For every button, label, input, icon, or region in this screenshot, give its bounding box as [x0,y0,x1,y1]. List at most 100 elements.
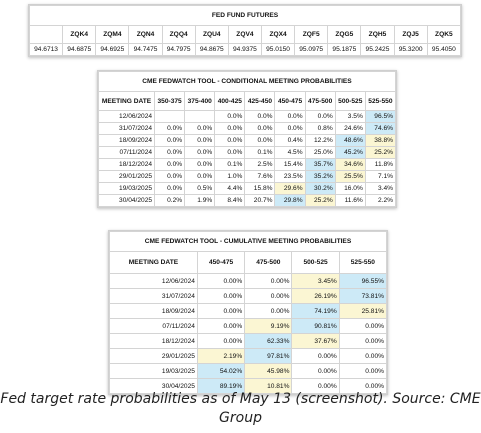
probability-cell: 0.5% [184,182,216,195]
probability-cell: 96.55% [338,273,388,289]
probability-cell: 4.4% [214,182,246,195]
futures-value-cell: 95.2425 [360,43,395,56]
probability-cell: 0.1% [214,158,246,171]
probability-cell: 96.5% [364,110,397,123]
table-row: 18/09/2024 0.00% 0.00% 74.19% 25.81% [109,303,388,319]
probability-cell: 25.5% [334,170,366,183]
probability-cell: 0.0% [244,122,276,135]
probability-cell: 25.2% [364,146,397,159]
futures-value-cell: 95.3200 [393,43,428,56]
probability-cell: 35.2% [304,170,336,183]
probability-cell: 0.00% [196,273,246,289]
conditional-probabilities-panel: CME FEDWATCH TOOL - CONDITIONAL MEETING … [97,70,397,208]
futures-value-cell: 94.9375 [227,43,262,56]
probability-cell: 34.6% [334,158,366,171]
probability-cell: 3.45% [291,273,340,289]
probability-cell: 0.0% [184,134,216,147]
probability-cell: 74.19% [291,303,340,319]
probability-cell: 0.00% [338,363,388,379]
meeting-date-cell: 12/06/2024 [109,273,198,289]
probability-cell: 0.00% [196,303,246,319]
probability-cell: 15.8% [244,182,276,195]
probability-cell: 0.00% [196,288,246,304]
probability-cell: 0.0% [154,122,186,135]
probability-cell: 38.8% [364,134,397,147]
futures-value-cell: 95.1875 [327,43,362,56]
cumulative-probabilities-panel: CME FEDWATCH TOOL - CUMULATIVE MEETING P… [108,230,388,395]
table-row: 07/11/2024 0.00% 9.19% 90.81% 0.00% [109,318,388,334]
rate-range-header: 475-500 [304,91,336,111]
probability-cell: 11.8% [364,158,397,171]
probability-cell: 0.0% [274,122,306,135]
rate-range-header: 400-425 [214,91,246,111]
meeting-date-cell: 29/01/2025 [109,348,198,364]
probability-cell: 25.2% [304,194,336,207]
rate-range-header: 500-525 [291,251,340,274]
probability-cell: 3.5% [334,110,366,123]
rate-range-header: 375-400 [184,91,216,111]
probability-cell: 12.2% [304,134,336,147]
futures-header-cell: ZQU4 [194,25,229,44]
futures-header-cell: ZQQ4 [161,25,196,44]
futures-value-cell: 94.6925 [95,43,130,56]
table-row: 31/07/2024 0.0% 0.0% 0.0% 0.0% 0.0% 0.8% 24.6% 7… [97,122,397,135]
probability-cell: 0.0% [154,134,186,147]
probability-cell: 0.00% [244,303,293,319]
futures-header-blank [28,25,64,44]
probability-cell [154,110,186,123]
table-row: 19/03/2025 54.02% 45.98% 0.00% 0.00% [109,363,388,379]
futures-value-cell: 94.6875 [62,43,97,56]
probability-cell: 25.81% [338,303,388,319]
futures-header-cell: ZQK4 [62,25,97,44]
futures-header-cell: ZQH5 [360,25,395,44]
probability-cell: 0.0% [244,134,276,147]
probability-cell: 35.7% [304,158,336,171]
probability-cell: 0.00% [196,318,246,334]
probability-cell: 45.2% [334,146,366,159]
probability-cell: 0.0% [184,170,216,183]
probability-cell: 2.19% [196,348,246,364]
rate-range-header: 450-475 [274,91,306,111]
futures-value-cell: 95.0975 [294,43,329,56]
futures-value-cell: 94.7975 [161,43,196,56]
probability-cell: 30.2% [304,182,336,195]
probability-cell: 97.81% [244,348,293,364]
probability-cell: 23.5% [274,170,306,183]
probability-cell: 0.0% [184,146,216,159]
probability-cell: 4.5% [274,146,306,159]
table-row: 18/09/2024 0.0% 0.0% 0.0% 0.0% 0.4% 12.2% 48.6%… [97,134,397,147]
meeting-date-cell: 07/11/2024 [97,146,156,159]
probability-cell: 0.00% [291,363,340,379]
probability-cell: 0.0% [304,110,336,123]
cumulative-probabilities-table: CME FEDWATCH TOOL - CUMULATIVE MEETING P… [109,231,388,394]
rate-range-header: 475-500 [244,251,293,274]
table-row: 30/04/2025 89.19% 10.81% 0.00% 0.00% [109,378,388,394]
probability-cell: 0.00% [196,333,246,349]
futures-value-cell: 95.4050 [426,43,462,56]
futures-value-cell: 94.7475 [128,43,163,56]
probability-cell: 1.9% [184,194,216,207]
probability-cell: 0.0% [184,158,216,171]
probability-cell: 0.00% [244,288,293,304]
probability-cell: 0.00% [244,273,293,289]
probability-cell: 2.2% [364,194,397,207]
table-row: 07/11/2024 0.0% 0.0% 0.0% 0.1% 4.5% 25.0% 45.2%… [97,146,397,159]
meeting-date-cell: 19/03/2025 [97,182,156,195]
table-row: 31/07/2024 0.00% 0.00% 26.19% 73.81% [109,288,388,304]
probability-cell: 90.81% [291,318,340,334]
table-row: 18/12/2024 0.0% 0.0% 0.1% 2.5% 15.4% 35.7% 34.6… [97,158,397,171]
meeting-date-cell: 18/09/2024 [97,134,156,147]
meeting-date-cell: 31/07/2024 [109,288,198,304]
probability-cell: 0.0% [214,110,246,123]
meeting-date-cell: 12/06/2024 [97,110,156,123]
probability-cell: 9.19% [244,318,293,334]
probability-cell: 0.0% [154,182,186,195]
probability-cell: 8.4% [214,194,246,207]
probability-cell: 0.0% [154,146,186,159]
probability-cell: 74.6% [364,122,397,135]
probability-cell: 62.33% [244,333,293,349]
probability-cell: 0.0% [274,110,306,123]
table-row: 18/12/2024 0.00% 62.33% 37.67% 0.00% [109,333,388,349]
probability-cell: 26.19% [291,288,340,304]
meeting-date-header: MEETING DATE [109,251,198,274]
